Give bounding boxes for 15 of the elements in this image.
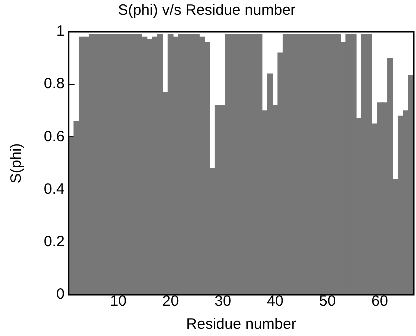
chart-title: S(phi) v/s Residue number	[118, 2, 296, 20]
x-tick-label: 50	[319, 293, 336, 310]
y-tick-label: 0	[56, 286, 65, 304]
y-tick-label: 0.4	[44, 180, 65, 198]
y-tick-label: 1	[56, 23, 65, 40]
x-tick-label: 40	[267, 293, 284, 310]
x-tick-label: 10	[110, 293, 127, 310]
x-tick-label: 30	[214, 293, 232, 310]
y-axis-title: S(phi)	[8, 143, 26, 184]
y-tick-label: 0.2	[44, 234, 65, 251]
x-tick-label: 20	[162, 293, 180, 310]
x-axis-title: Residue number	[186, 316, 296, 334]
x-tick-label: 60	[372, 293, 388, 310]
y-tick-label: 0.8	[44, 76, 65, 93]
y-tick-label: 0.6	[44, 128, 65, 146]
